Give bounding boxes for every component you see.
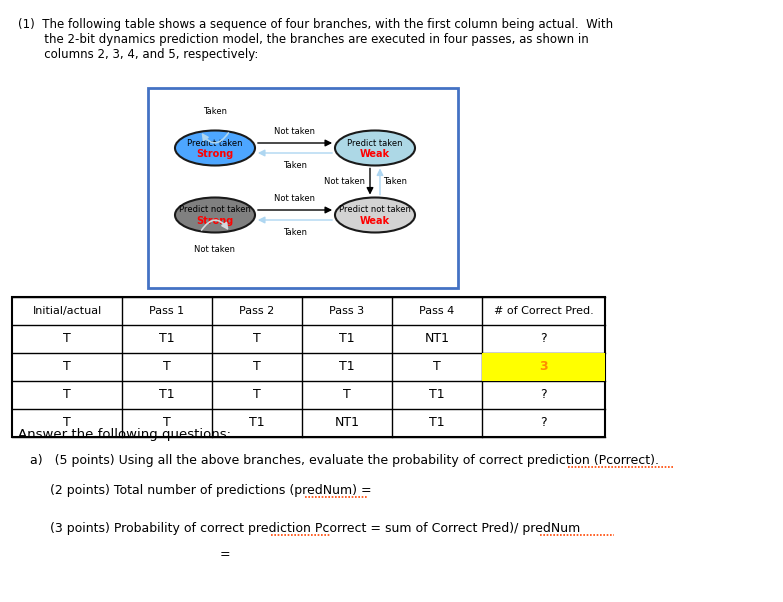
- Ellipse shape: [335, 131, 415, 166]
- Text: T: T: [253, 332, 261, 346]
- Text: Predict taken: Predict taken: [347, 138, 402, 147]
- Text: T: T: [63, 417, 71, 429]
- Text: # of Correct Pred.: # of Correct Pred.: [493, 306, 594, 316]
- Text: T: T: [163, 417, 171, 429]
- Text: NT1: NT1: [424, 332, 449, 346]
- Text: Weak: Weak: [360, 149, 390, 159]
- Text: Not taken: Not taken: [275, 127, 316, 136]
- Bar: [482, 353, 605, 381]
- Text: Weak: Weak: [360, 216, 390, 226]
- Text: =: =: [220, 548, 231, 561]
- Text: Taken: Taken: [283, 228, 307, 237]
- Text: Predict taken: Predict taken: [187, 138, 243, 147]
- Text: Pass 4: Pass 4: [420, 306, 455, 316]
- Text: Not taken: Not taken: [324, 177, 365, 186]
- Text: (1)  The following table shows a sequence of four branches, with the first colum: (1) The following table shows a sequence…: [18, 18, 613, 31]
- Bar: [148, 88, 458, 288]
- Text: a)   (5 points) Using all the above branches, evaluate the probability of correc: a) (5 points) Using all the above branch…: [30, 454, 659, 467]
- Text: T: T: [343, 388, 351, 402]
- Text: NT1: NT1: [334, 417, 359, 429]
- Text: Strong: Strong: [197, 216, 233, 226]
- Text: Initial/actual: Initial/actual: [32, 306, 102, 316]
- Text: T: T: [253, 388, 261, 402]
- Ellipse shape: [175, 197, 255, 232]
- Text: T1: T1: [339, 361, 355, 373]
- Text: T: T: [163, 361, 171, 373]
- Text: Taken: Taken: [203, 108, 227, 117]
- Text: 3: 3: [539, 361, 548, 373]
- Text: T1: T1: [159, 388, 175, 402]
- Text: T1: T1: [429, 388, 445, 402]
- Text: Strong: Strong: [197, 149, 233, 159]
- Text: T1: T1: [159, 332, 175, 346]
- Bar: [12, 297, 605, 437]
- Text: columns 2, 3, 4, and 5, respectively:: columns 2, 3, 4, and 5, respectively:: [18, 48, 258, 61]
- Ellipse shape: [175, 131, 255, 166]
- Text: Answer the following questions:: Answer the following questions:: [18, 428, 231, 441]
- Text: Not taken: Not taken: [275, 194, 316, 203]
- Text: Taken: Taken: [383, 177, 407, 186]
- Text: T1: T1: [429, 417, 445, 429]
- Text: T: T: [253, 361, 261, 373]
- Text: the 2-bit dynamics prediction model, the branches are executed in four passes, a: the 2-bit dynamics prediction model, the…: [18, 33, 589, 46]
- Text: T1: T1: [339, 332, 355, 346]
- Text: Predict not taken: Predict not taken: [339, 205, 411, 214]
- Text: T: T: [63, 388, 71, 402]
- Text: ?: ?: [540, 417, 547, 429]
- Text: Not taken: Not taken: [194, 246, 236, 255]
- Text: (2 points) Total number of predictions (predNum) =: (2 points) Total number of predictions (…: [50, 484, 372, 497]
- Text: T1: T1: [249, 417, 265, 429]
- Text: Predict not taken: Predict not taken: [179, 205, 251, 214]
- Text: ?: ?: [540, 332, 547, 346]
- Text: Pass 3: Pass 3: [330, 306, 365, 316]
- Text: T: T: [63, 361, 71, 373]
- Text: (3 points) Probability of correct prediction Pcorrect = sum of Correct Pred)/ pr: (3 points) Probability of correct predic…: [50, 522, 580, 535]
- Text: ?: ?: [540, 388, 547, 402]
- Text: T: T: [433, 361, 441, 373]
- Text: Taken: Taken: [283, 161, 307, 170]
- Ellipse shape: [335, 197, 415, 232]
- Text: T: T: [63, 332, 71, 346]
- Text: Pass 2: Pass 2: [240, 306, 275, 316]
- Text: Pass 1: Pass 1: [150, 306, 185, 316]
